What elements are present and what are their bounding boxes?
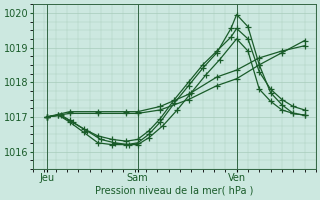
X-axis label: Pression niveau de la mer( hPa ): Pression niveau de la mer( hPa ) bbox=[95, 186, 253, 196]
